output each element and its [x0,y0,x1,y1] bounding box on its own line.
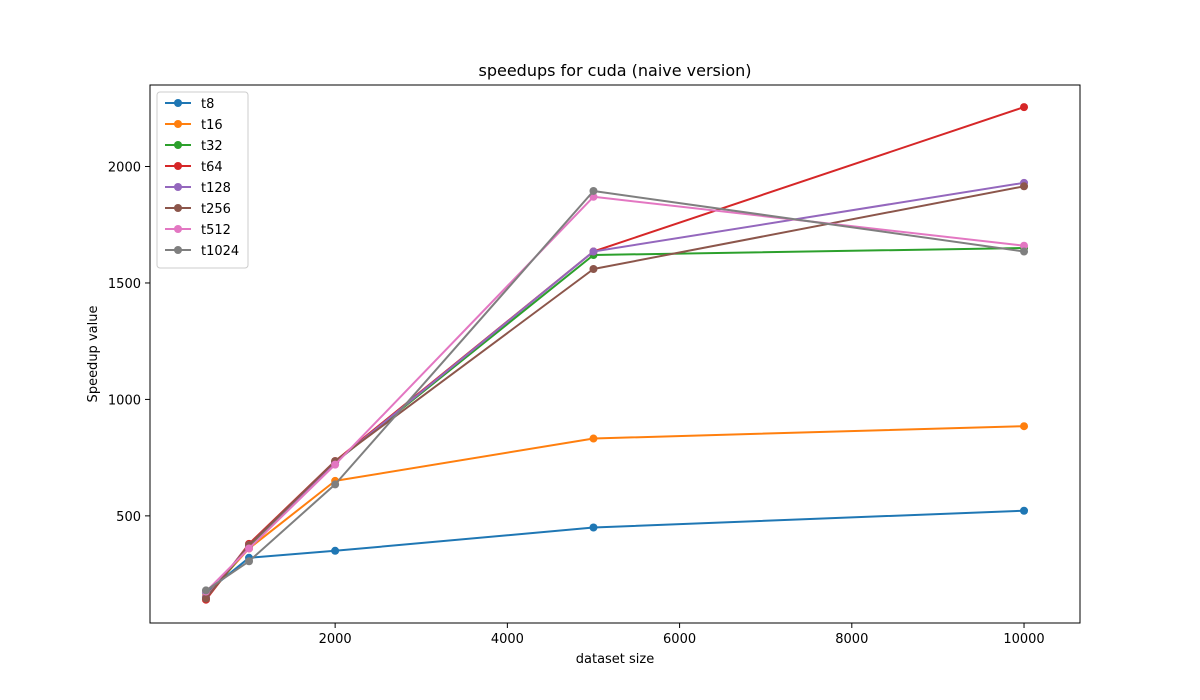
data-point [201,586,210,595]
legend-label: t64 [201,160,223,175]
legend-label: t8 [201,97,214,112]
series-t512 [201,192,1029,596]
x-tick-label: 8000 [835,632,868,647]
legend-item-t128: t128 [165,181,231,196]
series-line [205,247,1025,600]
legend-swatch-marker [174,141,182,149]
y-tick-label: 1500 [108,277,141,292]
data-point [1020,182,1029,191]
legend-item-t32: t32 [165,139,223,154]
legend-swatch-marker [174,204,182,212]
legend: t8 t16 t32 t64 t128 t256 t512 t1024 [156,91,249,269]
series-t1024 [201,186,1029,595]
legend-swatch-marker [174,120,182,128]
legend-label: t32 [201,139,223,154]
data-point [589,247,598,256]
legend-swatch-marker [174,162,182,170]
series-line [205,195,1025,593]
series-t64 [201,103,1029,604]
legend-item-t1024: t1024 [165,244,239,259]
legend-item-t512: t512 [165,223,231,238]
data-point [1020,506,1029,515]
legend-item-t16: t16 [165,118,223,133]
data-point [589,434,598,443]
y-axis-label: Speedup value [86,306,101,403]
chart-title: speedups for cuda (naive version) [479,61,752,80]
data-point [331,546,340,555]
legend-label: t16 [201,118,223,133]
y-tick-label: 1000 [108,393,141,408]
legend-label: t1024 [201,244,239,259]
legend-label: t512 [201,223,231,238]
data-point [589,264,598,273]
series-t256 [201,182,1029,603]
legend-label: t128 [201,181,231,196]
series-t128 [201,178,1029,602]
data-point [1020,241,1029,250]
legend-swatch-marker [174,99,182,107]
data-point [1020,422,1029,431]
data-point [245,557,254,566]
legend-swatch-marker [174,225,182,233]
x-tick-label: 6000 [663,632,696,647]
series-t32 [201,244,1029,603]
series-line [205,425,1025,597]
legend-frame [156,91,249,269]
legend-swatch-marker [174,246,182,254]
x-tick-label: 10000 [1003,632,1044,647]
x-axis-label: dataset size [576,652,655,667]
series-t8 [201,506,1029,597]
legend-swatch-marker [174,183,182,191]
data-point [589,186,598,195]
legend-item-t64: t64 [165,160,223,175]
data-point [245,544,254,553]
series-t16 [201,422,1029,601]
data-point [331,480,340,489]
legend-item-t256: t256 [165,202,231,217]
x-tick-label: 4000 [491,632,524,647]
legend-item-t8: t8 [165,97,214,112]
data-point [1020,103,1029,112]
data-point [589,523,598,532]
legend-label: t256 [201,202,231,217]
data-point [331,460,340,469]
y-tick-label: 500 [116,510,141,525]
y-tick-label: 2000 [108,161,141,176]
series-line [205,509,1025,594]
plot-area-frame [149,84,1081,624]
data-point [1020,247,1029,256]
x-tick-label: 2000 [319,632,352,647]
data-point [201,594,210,603]
